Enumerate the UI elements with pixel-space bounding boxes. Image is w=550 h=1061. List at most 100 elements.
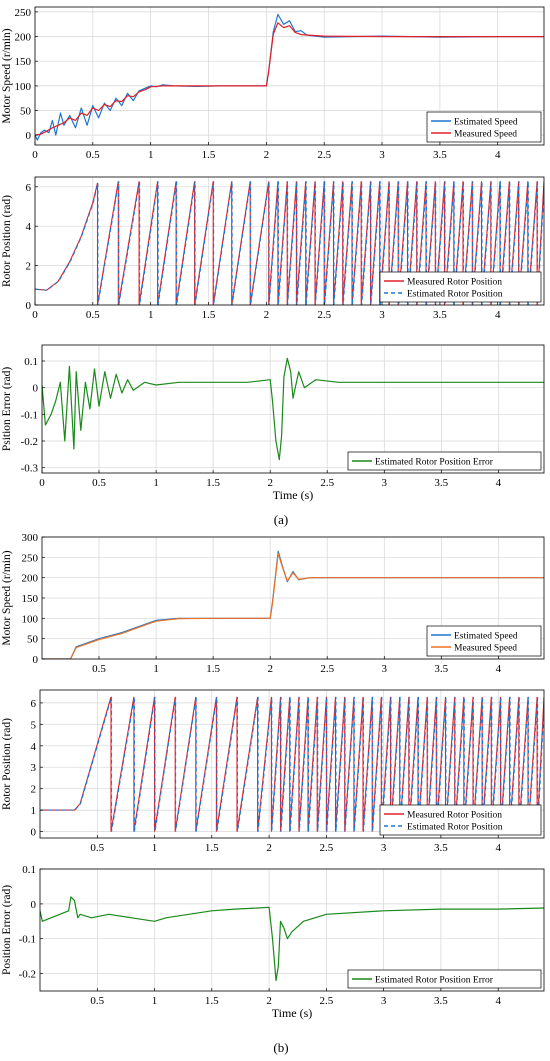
y-tick-label: 2 bbox=[31, 784, 37, 796]
x-tick-label: 0 bbox=[32, 149, 38, 161]
x-tick-label: 4 bbox=[495, 995, 501, 1007]
legend-box bbox=[379, 271, 542, 303]
x-tick-label: 1.5 bbox=[205, 995, 219, 1007]
legend-label: Measured Speed bbox=[454, 644, 517, 654]
x-tick-label: 2.5 bbox=[320, 663, 334, 675]
y-tick-label: -0.1 bbox=[19, 934, 36, 946]
x-tick-label: 3.5 bbox=[433, 149, 447, 161]
y-tick-label: 2 bbox=[26, 261, 32, 273]
legend-label: Measured Rotor Position bbox=[407, 811, 502, 821]
legend-box bbox=[379, 804, 542, 836]
y-tick-label: 0 bbox=[26, 130, 32, 142]
caption-b: (b) bbox=[273, 1040, 288, 1055]
y-tick-label: 0 bbox=[26, 300, 32, 312]
axes-box bbox=[39, 689, 545, 839]
y-tick-label: 250 bbox=[15, 7, 32, 19]
x-tick-label: 3 bbox=[381, 995, 387, 1007]
y-axis-label: Motor Speed (r/min) bbox=[1, 28, 13, 123]
legend-label: Estimated Rotor Position Error bbox=[375, 458, 494, 468]
x-tick-label: 1 bbox=[153, 663, 159, 675]
y-tick-label: 0 bbox=[33, 654, 39, 666]
x-tick-label: 2.5 bbox=[320, 477, 334, 489]
x-axis-label: Time (s) bbox=[272, 1006, 313, 1020]
y-tick-label: 0 bbox=[31, 899, 37, 911]
x-axis-label: Time (s) bbox=[273, 488, 314, 502]
x-tick-label: 3.5 bbox=[434, 842, 448, 854]
x-tick-label: 1 bbox=[153, 477, 159, 489]
x-tick-label: 0.5 bbox=[92, 477, 106, 489]
y-tick-label: 6 bbox=[31, 698, 37, 710]
x-tick-label: 1.5 bbox=[206, 477, 220, 489]
legend-box bbox=[347, 969, 542, 989]
plot-area bbox=[35, 181, 544, 305]
y-tick-label: 50 bbox=[27, 634, 39, 646]
plot-area bbox=[40, 896, 544, 982]
chart-a2: 0 0.5 1 1.5 2 2.5 3 3.5 4 0 2 4 6 Rotor Position (rad… bbox=[1, 176, 545, 321]
chart-b3: 0.5 1 1.5 2 2.5 3 3.5 4 -0.2 -0.1 0 0.1 Position Err… bbox=[1, 864, 545, 1020]
y-tick-label: 200 bbox=[22, 573, 39, 585]
axes-box bbox=[39, 868, 545, 992]
x-tick-label: 0 bbox=[32, 309, 38, 321]
y-tick-label: 150 bbox=[22, 593, 39, 605]
x-tick-label: 1 bbox=[148, 309, 154, 321]
x-tick-label: 2 bbox=[264, 309, 270, 321]
plot-area bbox=[42, 550, 544, 659]
y-tick-label: -0.2 bbox=[21, 436, 38, 448]
x-tick-label: 1.5 bbox=[202, 309, 216, 321]
legend-label: Estimated Speed bbox=[454, 118, 518, 128]
y-axis-label: Motor Speed (r/min) bbox=[1, 550, 13, 645]
x-tick-label: 3 bbox=[382, 663, 388, 675]
series-line-1 bbox=[35, 13, 544, 141]
x-tick-label: 3 bbox=[382, 477, 388, 489]
series-line-2 bbox=[35, 181, 544, 305]
y-tick-label: 100 bbox=[22, 613, 39, 625]
x-tick-label: 3 bbox=[381, 842, 387, 854]
x-tick-label: 2.5 bbox=[317, 309, 331, 321]
x-tick-label: 3.5 bbox=[434, 477, 448, 489]
x-tick-label: 1.5 bbox=[205, 842, 219, 854]
y-tick-label: 200 bbox=[15, 32, 32, 44]
legend: Estimated Rotor Position Error bbox=[347, 969, 542, 989]
x-tick-label: 2.5 bbox=[317, 149, 331, 161]
legend: Estimated Speed Measured Speed bbox=[426, 111, 542, 143]
legend-label: Measured Speed bbox=[454, 130, 517, 140]
legend-label: Measured Rotor Position bbox=[407, 278, 502, 288]
legend-label: Estimated Rotor Position Error bbox=[375, 976, 494, 986]
x-tick-label: 2 bbox=[267, 477, 273, 489]
x-tick-label: 1.5 bbox=[202, 149, 216, 161]
legend-box bbox=[347, 451, 542, 471]
chart-b2: 0.5 1 1.5 2 2.5 3 3.5 4 0 1 2 3 4 5 6 Rotor Position (r… bbox=[1, 689, 545, 854]
x-tick-label: 1.5 bbox=[206, 663, 220, 675]
plot-area bbox=[42, 357, 544, 461]
x-tick-label: 0.5 bbox=[92, 663, 106, 675]
x-tick-label: 4 bbox=[495, 149, 501, 161]
y-tick-label: 100 bbox=[15, 81, 32, 93]
legend: Measured Rotor Position Estimated Rotor P… bbox=[379, 271, 542, 303]
y-tick-label: 3 bbox=[31, 762, 37, 774]
legend-label: Estimated Rotor Position bbox=[407, 290, 503, 300]
x-tick-label: 2 bbox=[266, 995, 272, 1007]
y-tick-label: 0 bbox=[31, 827, 37, 839]
y-tick-label: 300 bbox=[22, 532, 39, 544]
x-tick-label: 2.5 bbox=[320, 995, 334, 1007]
y-tick-label: 4 bbox=[26, 221, 32, 233]
legend-box bbox=[426, 625, 542, 657]
y-tick-label: 50 bbox=[20, 106, 32, 118]
series-line-2 bbox=[35, 22, 544, 136]
legend-label: Estimated Rotor Position bbox=[407, 823, 503, 833]
y-tick-label: 0 bbox=[33, 383, 39, 395]
x-tick-label: 3.5 bbox=[434, 995, 448, 1007]
x-tick-label: 2.5 bbox=[320, 842, 334, 854]
y-tick-label: 4 bbox=[31, 741, 37, 753]
y-tick-label: -0.2 bbox=[19, 969, 36, 981]
x-tick-label: 2 bbox=[266, 842, 272, 854]
y-axis-label: Psition Error (rad) bbox=[1, 367, 13, 451]
x-tick-label: 3.5 bbox=[433, 309, 447, 321]
x-tick-label: 4 bbox=[495, 309, 501, 321]
legend: Estimated Speed Measured Speed bbox=[426, 625, 542, 657]
series-line-2 bbox=[40, 696, 544, 832]
x-tick-label: 1 bbox=[152, 995, 158, 1007]
x-tick-label: 1 bbox=[152, 842, 158, 854]
y-tick-label: 5 bbox=[31, 719, 37, 731]
